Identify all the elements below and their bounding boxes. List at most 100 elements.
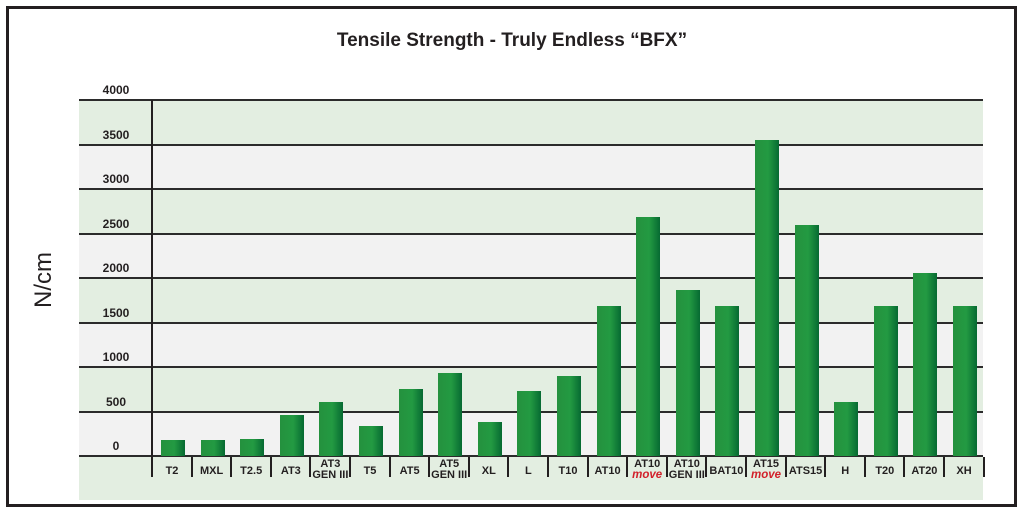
category-line2: move [750, 469, 782, 481]
x-tick [943, 457, 945, 477]
bar [398, 388, 423, 456]
x-category-label: MXL [193, 466, 231, 477]
x-tick [626, 457, 629, 477]
y-axis-line [151, 100, 153, 477]
gridline [79, 455, 983, 457]
x-category-label: T2 [153, 466, 191, 477]
category-line1: XH [956, 465, 972, 477]
bar [557, 375, 581, 456]
x-tick [507, 457, 510, 477]
bar [675, 289, 700, 456]
category-line1: AT10 [673, 458, 700, 470]
y-tick-label: 3000 [102, 172, 130, 186]
bar [517, 391, 542, 456]
x-category-label: AT15 move [747, 459, 785, 481]
x-category-label: L [509, 466, 547, 477]
x-tick [903, 457, 906, 477]
category-line1: T10 [558, 465, 578, 477]
grid-band [79, 144, 983, 189]
bar [913, 272, 938, 456]
x-tick [269, 457, 272, 477]
x-tick [824, 457, 827, 477]
x-tick [190, 457, 193, 477]
x-tick [586, 457, 589, 477]
category-line1: AT3 [320, 458, 341, 470]
x-category-label: AT5 GEN III [430, 459, 468, 481]
bar [794, 225, 819, 456]
bar [359, 425, 383, 456]
bar [636, 217, 661, 456]
bar [953, 305, 977, 456]
y-tick-label: 1000 [102, 350, 130, 364]
bar [873, 305, 898, 456]
category-line1: L [525, 465, 532, 477]
x-tick [705, 457, 708, 477]
y-tick-label: 2000 [102, 261, 130, 275]
gridline [79, 143, 983, 146]
category-band [79, 456, 983, 500]
category-line1: XL [481, 465, 496, 477]
x-category-label: T20 [866, 466, 904, 477]
category-line1: T2 [165, 465, 179, 477]
x-category-label: T5 [351, 466, 389, 477]
category-line1: H [841, 465, 850, 477]
x-tick [230, 457, 233, 477]
x-category-label: BAT10 [707, 466, 745, 477]
x-category-label: AT10 GEN III [668, 459, 706, 481]
x-tick [745, 457, 747, 477]
category-line1: AT15 [752, 458, 780, 470]
y-tick-label: 0 [112, 439, 120, 453]
grid-band [79, 233, 983, 278]
x-category-label: ATS15 [787, 466, 825, 477]
x-category-label: XH [945, 466, 983, 477]
bar [319, 401, 344, 456]
grid-band [79, 322, 983, 367]
bar [715, 305, 740, 456]
x-category-label: XL [470, 466, 508, 477]
bar [755, 140, 779, 456]
gridline [79, 321, 983, 324]
category-line1: T5 [363, 465, 377, 477]
x-tick [428, 457, 431, 477]
chart-title: Tensile Strength - Truly Endless “BFX” [336, 30, 688, 51]
x-tick [151, 457, 153, 477]
bar [596, 305, 621, 456]
grid-band [79, 278, 983, 323]
x-tick [863, 457, 866, 477]
x-category-label: AT5 [391, 466, 429, 477]
gridline [79, 188, 983, 190]
category-line1: AT10 [594, 465, 621, 477]
x-category-label: AT20 [905, 466, 943, 477]
bar [834, 401, 859, 456]
x-category-label: T10 [549, 466, 587, 477]
category-line2: GEN III [312, 469, 349, 481]
x-category-label: AT10 [589, 466, 627, 477]
y-tick-label: 3500 [102, 127, 130, 142]
x-tick [665, 457, 668, 477]
x-category-label: H [826, 466, 864, 477]
bar [477, 422, 502, 456]
x-tick [547, 457, 549, 477]
bar [161, 439, 185, 456]
category-line1: AT10 [634, 458, 661, 470]
x-tick [309, 457, 312, 477]
bar [438, 372, 463, 456]
x-tick [982, 457, 985, 477]
category-line1: AT5 [399, 465, 420, 477]
y-tick-label: 2500 [102, 216, 130, 231]
x-category-label: AT10 move [628, 459, 666, 481]
category-line1: MXL [199, 465, 224, 477]
x-category-label: AT3 [272, 466, 310, 477]
category-line2: GEN III [431, 469, 468, 481]
grid-band [79, 189, 983, 234]
y-tick-label: 4000 [102, 83, 130, 97]
bar [200, 439, 225, 456]
category-line1: AT3 [280, 465, 301, 477]
y-tick-label: 1500 [102, 305, 130, 320]
category-line1: T2.5 [240, 465, 263, 477]
bar [240, 439, 265, 456]
x-tick [349, 457, 351, 477]
category-line1: ATS15 [788, 465, 823, 477]
category-line2: move [632, 469, 663, 481]
